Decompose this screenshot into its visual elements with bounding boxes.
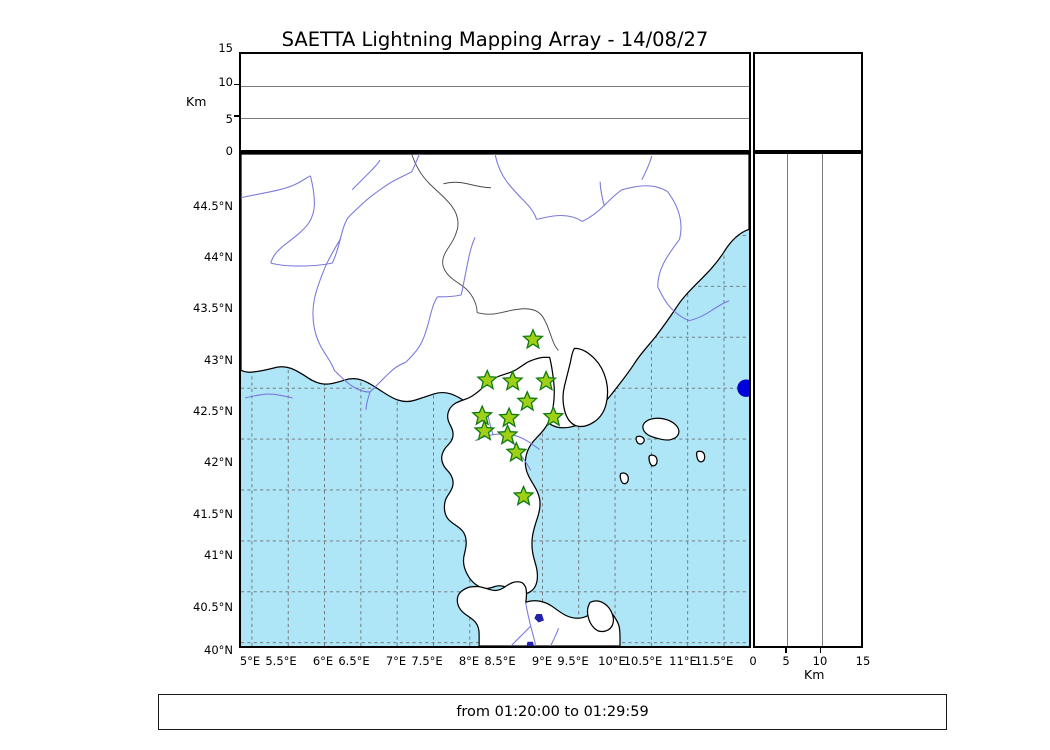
tick-lon-9: 9°E bbox=[531, 654, 553, 668]
vhf-source-markers bbox=[737, 379, 749, 397]
tick-lat-44.5: 44.5°N bbox=[193, 199, 233, 213]
station-marker bbox=[512, 484, 535, 506]
tick-lon-5.5: 5.5°E bbox=[265, 654, 297, 668]
tickmark-km-10 bbox=[819, 648, 821, 653]
tick-alt-top-5: 5 bbox=[225, 112, 233, 126]
station-marker bbox=[505, 441, 528, 463]
station-marker bbox=[535, 369, 558, 392]
gridline-alt-lat-10 bbox=[821, 154, 823, 646]
map-graphics bbox=[241, 154, 749, 646]
station-marker bbox=[522, 328, 544, 350]
tickmark-alt-5 bbox=[234, 115, 239, 117]
tick-lat-41.5: 41.5°N bbox=[193, 507, 233, 521]
time-range-statusbar: from 01:20:00 to 01:29:59 bbox=[158, 694, 947, 730]
landmass-continental-europe bbox=[241, 154, 749, 429]
tick-lon-5: 5°E bbox=[239, 654, 261, 668]
station-marker bbox=[471, 404, 494, 426]
tick-lon-8.5: 8.5°E bbox=[484, 654, 516, 668]
tick-lat-41: 41°N bbox=[204, 548, 233, 562]
station-marker bbox=[476, 368, 499, 391]
map-viewport[interactable] bbox=[241, 154, 749, 646]
island-sardinia bbox=[456, 581, 621, 646]
tick-alt-top-15: 15 bbox=[218, 41, 233, 55]
political-borders bbox=[411, 154, 559, 351]
axis-label-right-km: Km bbox=[804, 667, 825, 682]
tick-lat-43: 43°N bbox=[204, 353, 233, 367]
tick-alt-top-0: 0 bbox=[225, 144, 233, 158]
tick-lat-43.5: 43.5°N bbox=[193, 301, 233, 315]
tick-lon-6: 6°E bbox=[312, 654, 334, 668]
gridline-alt-lat-5 bbox=[787, 154, 789, 646]
station-marker bbox=[498, 406, 521, 428]
tickmark-km-5 bbox=[785, 648, 787, 653]
islands-tuscan-archipelago bbox=[619, 417, 706, 485]
station-markers bbox=[471, 328, 565, 506]
tick-km-right-5: 5 bbox=[782, 654, 790, 668]
tick-lat-40: 40°N bbox=[204, 643, 233, 657]
station-marker bbox=[496, 423, 519, 445]
altitude-latitude-panel bbox=[753, 152, 863, 648]
tick-km-right-10: 10 bbox=[812, 654, 828, 668]
tick-lat-42: 42°N bbox=[204, 455, 233, 469]
station-marker bbox=[473, 419, 496, 441]
tickmark-alt-10 bbox=[234, 83, 239, 86]
tick-lon-6.5: 6.5°E bbox=[338, 654, 370, 668]
vhf-source-dot bbox=[737, 379, 749, 397]
tick-lon-8: 8°E bbox=[458, 654, 480, 668]
tick-lon-11.5: 11.5°E bbox=[694, 654, 734, 668]
tick-lat-40.5: 40.5°N bbox=[193, 600, 233, 614]
station-marker bbox=[516, 390, 539, 412]
tick-km-right-15: 15 bbox=[855, 654, 871, 668]
rivers-mainland bbox=[241, 154, 730, 410]
gridline-alt-5 bbox=[241, 117, 749, 119]
tick-lon-10: 10°E bbox=[598, 654, 626, 668]
axis-label-top-km: Km bbox=[186, 94, 207, 109]
map-panel[interactable] bbox=[239, 152, 751, 648]
station-marker bbox=[542, 405, 565, 427]
page-title: SAETTA Lightning Mapping Array - 14/08/2… bbox=[281, 28, 709, 51]
gridline-alt-10 bbox=[241, 86, 749, 88]
tick-lon-11: 11°E bbox=[669, 654, 697, 668]
tick-lat-42.5: 42.5°N bbox=[193, 404, 233, 418]
tick-lon-9.5: 9.5°E bbox=[557, 654, 589, 668]
altitude-longitude-panel bbox=[239, 52, 751, 152]
time-range-text: from 01:20:00 to 01:29:59 bbox=[456, 704, 649, 720]
tick-lon-7: 7°E bbox=[385, 654, 407, 668]
corner-panel bbox=[753, 52, 863, 152]
station-marker bbox=[501, 369, 524, 392]
tick-alt-top-10: 10 bbox=[218, 75, 233, 89]
tick-lon-7.5: 7.5°E bbox=[411, 654, 443, 668]
tick-lat-44: 44°N bbox=[204, 250, 233, 264]
tick-km-right-0: 0 bbox=[749, 654, 757, 668]
tick-lon-10.5: 10.5°E bbox=[623, 654, 663, 668]
